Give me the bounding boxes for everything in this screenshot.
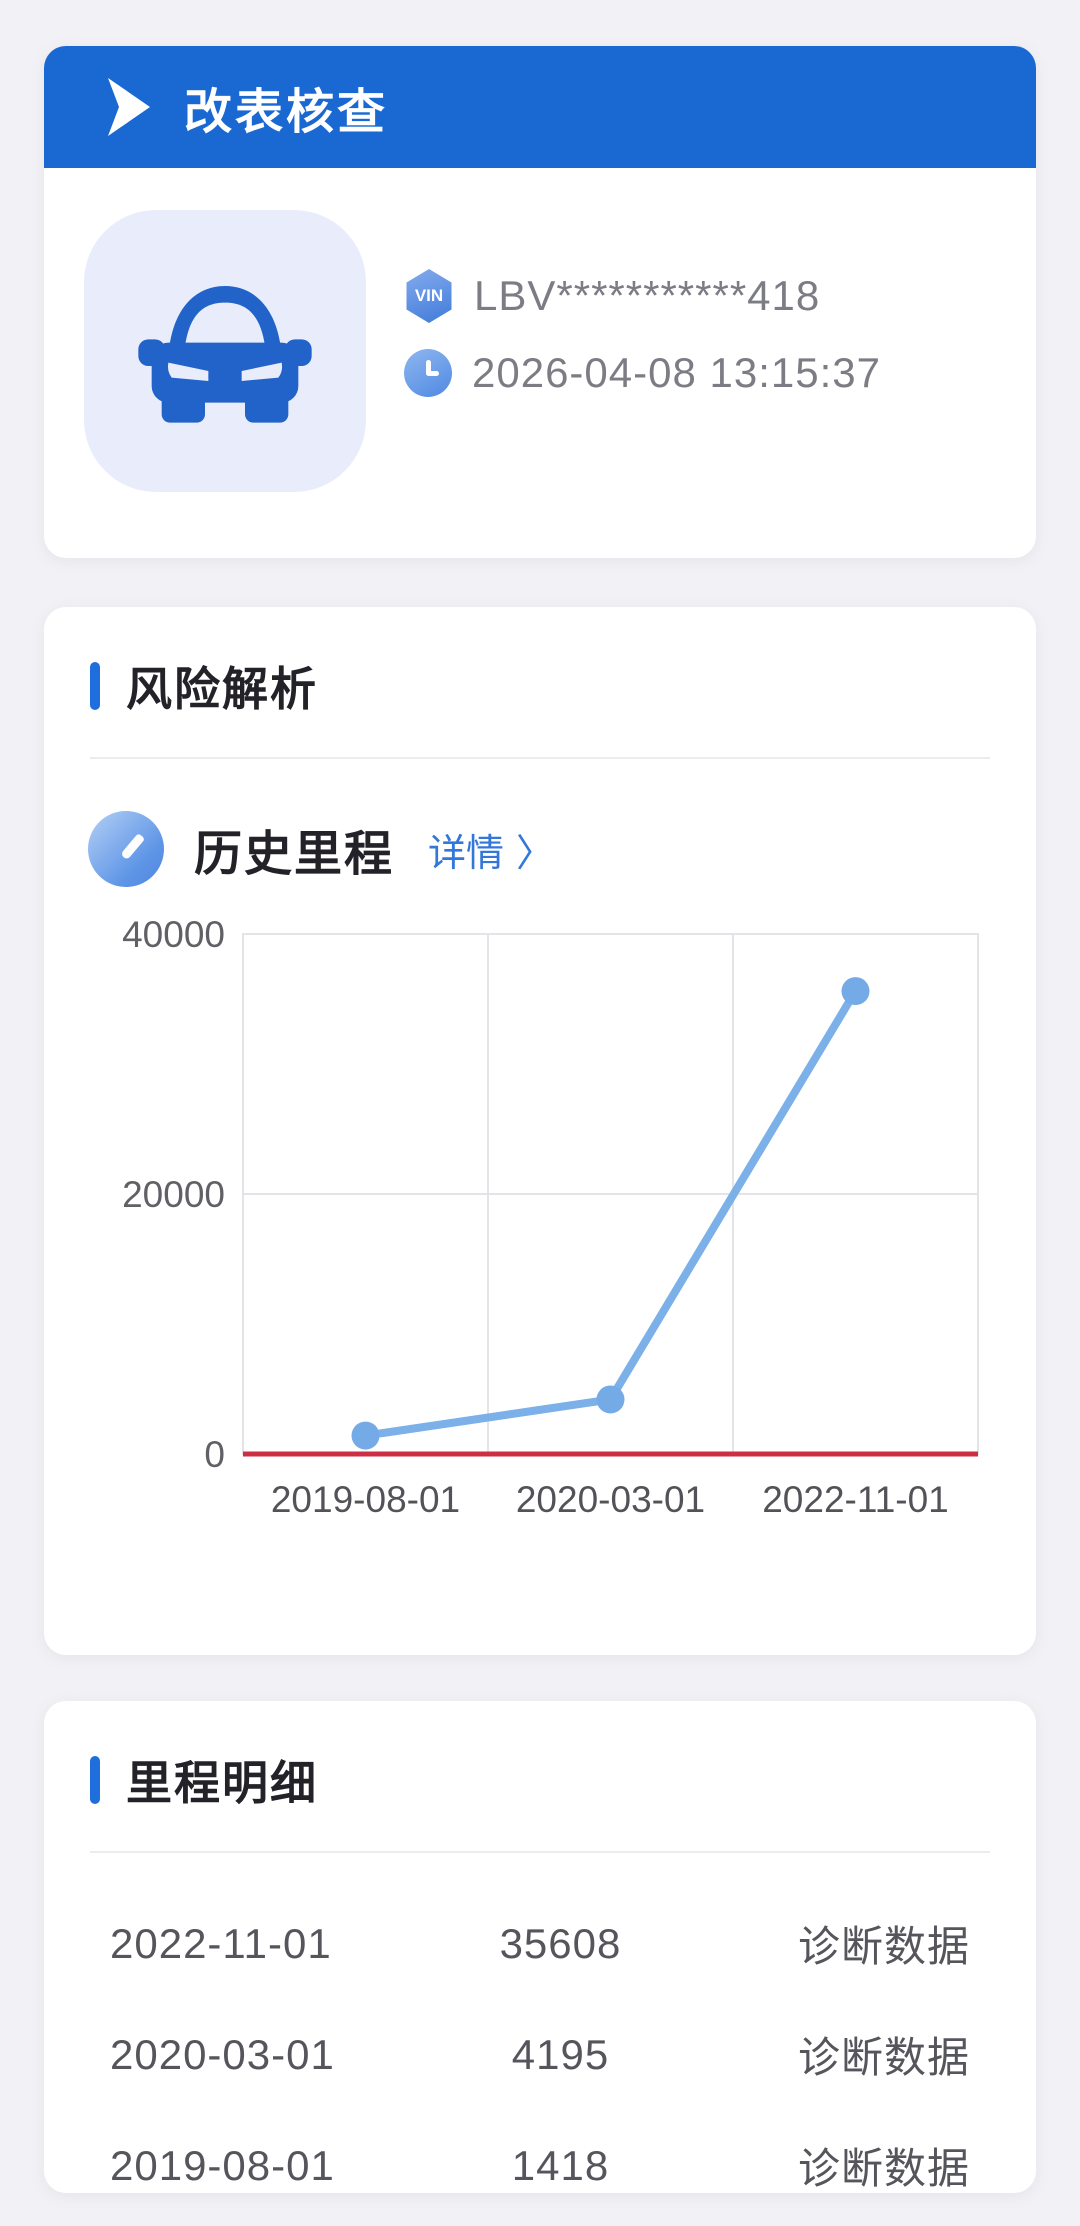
history-mileage-header: 历史里程 详情 〉	[44, 759, 1036, 887]
chevron-right-icon: 〉	[516, 832, 555, 875]
risk-section-title: 风险解析	[126, 663, 318, 715]
vin-badge-label: VIN	[414, 286, 444, 305]
row-mileage: 1418	[511, 2141, 610, 2189]
detail-link-label: 详情	[428, 832, 505, 875]
row-date: 2022-11-01	[110, 1919, 332, 1967]
detail-link[interactable]: 详情 〉	[428, 822, 554, 877]
svg-text:2020-03-01: 2020-03-01	[516, 1479, 705, 1520]
table-row: 2022-11-01 35608 诊断数据	[110, 1913, 970, 1974]
report-banner: 改表核查	[44, 46, 1036, 168]
svg-text:2019-08-01: 2019-08-01	[271, 1479, 460, 1520]
report-title: 改表核查	[184, 86, 389, 139]
mileage-line-chart: 0 20000 40000 2019-08-01 2020-03-01 2022-11-0…	[44, 914, 1036, 1546]
car-icon	[138, 286, 312, 423]
risk-analysis-card: 风险解析 历史里程 详情 〉 0 20000 40000 2019-08-01 2020…	[44, 607, 1036, 1655]
report-header-card: 改表核查 VIN LBV***********418	[44, 46, 1036, 558]
row-source: 诊断数据	[797, 2145, 970, 2192]
table-row: 2020-03-01 4195 诊断数据	[110, 2024, 970, 2085]
detail-section-title: 里程明细	[126, 1757, 318, 1809]
vehicle-summary: VIN LBV***********418 2026-04-08 13:15:3…	[44, 168, 1036, 492]
section-accent-bar	[90, 662, 100, 710]
svg-text:20000: 20000	[122, 1174, 225, 1215]
report-time-value: 2026-04-08 13:15:37	[472, 349, 881, 396]
svg-text:2022-11-01: 2022-11-01	[762, 1479, 949, 1520]
mileage-table: 2022-11-01 35608 诊断数据 2020-03-01 4195 诊断…	[44, 1853, 1036, 2196]
mileage-detail-card: 里程明细 2022-11-01 35608 诊断数据 2020-03-01 41…	[44, 1701, 1036, 2193]
divider	[90, 1851, 990, 1853]
row-date: 2019-08-01	[110, 2141, 335, 2189]
section-accent-bar	[90, 1756, 100, 1804]
divider	[90, 757, 990, 759]
banner-arrow-icon	[108, 78, 150, 136]
vin-badge-icon: VIN	[406, 269, 452, 323]
vehicle-meta: VIN LBV***********418 2026-04-08 13:15:3…	[404, 269, 881, 397]
detail-section-header: 里程明细	[44, 1701, 1036, 1813]
vin-row: VIN LBV***********418	[404, 269, 881, 323]
svg-text:0: 0	[204, 1434, 225, 1475]
svg-text:40000: 40000	[122, 921, 225, 955]
vin-value: LBV***********418	[474, 272, 821, 319]
clock-icon	[404, 349, 452, 397]
risk-section-header: 风险解析	[44, 607, 1036, 719]
row-source: 诊断数据	[797, 1923, 970, 1970]
row-source: 诊断数据	[797, 2034, 970, 2081]
car-avatar	[84, 210, 366, 492]
row-mileage: 4195	[511, 2030, 610, 2078]
row-mileage: 35608	[499, 1919, 622, 1967]
table-row: 2019-08-01 1418 诊断数据	[110, 2135, 970, 2196]
row-date: 2020-03-01	[110, 2030, 335, 2078]
report-time-row: 2026-04-08 13:15:37	[404, 349, 881, 397]
gauge-icon	[88, 811, 164, 887]
history-mileage-title: 历史里程	[194, 828, 395, 881]
